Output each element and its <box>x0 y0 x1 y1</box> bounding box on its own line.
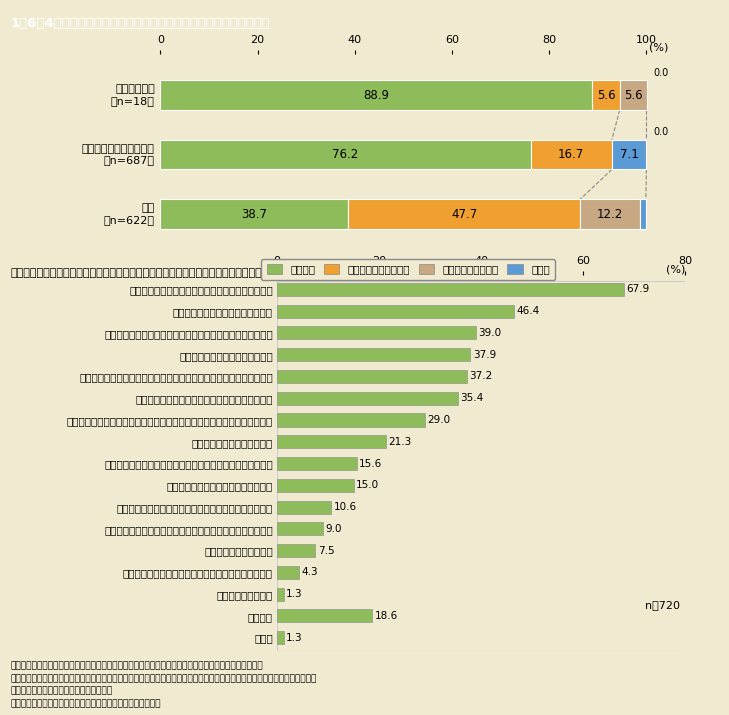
Bar <box>593 80 620 110</box>
Text: 9.0: 9.0 <box>325 524 342 534</box>
Text: （参考：東日本大震災以降に見直した地域防災計画における男女共同参画関連の記載（複数回答））: （参考：東日本大震災以降に見直した地域防災計画における男女共同参画関連の記載（複… <box>11 268 309 278</box>
Bar <box>612 139 647 169</box>
Legend: 見直した, 見直しを検討している, 見直しは未定である, 無回答: 見直した, 見直しを検討している, 見直しは未定である, 無回答 <box>262 259 555 280</box>
Bar <box>277 544 315 557</box>
Bar <box>620 80 647 110</box>
Text: 47.7: 47.7 <box>451 207 477 220</box>
Bar <box>277 435 386 448</box>
Bar <box>277 392 458 405</box>
Bar <box>277 522 323 536</box>
Text: 37.9: 37.9 <box>473 350 496 360</box>
Bar <box>277 631 284 644</box>
Bar <box>277 283 623 296</box>
Text: 46.4: 46.4 <box>516 306 539 316</box>
Text: 0.0: 0.0 <box>654 68 669 78</box>
Bar <box>277 457 356 470</box>
Text: (%): (%) <box>649 42 668 52</box>
Text: 88.9: 88.9 <box>364 89 389 102</box>
Bar <box>160 80 593 110</box>
Text: 21.3: 21.3 <box>389 437 411 447</box>
Bar <box>531 139 612 169</box>
Text: 10.6: 10.6 <box>334 502 356 512</box>
Text: 15.6: 15.6 <box>359 458 383 468</box>
Bar <box>277 588 284 601</box>
Text: 39.0: 39.0 <box>478 328 502 338</box>
Bar <box>580 199 639 229</box>
Text: 67.9: 67.9 <box>626 285 650 295</box>
Text: 1.3: 1.3 <box>286 589 303 599</box>
Bar <box>160 139 531 169</box>
Bar <box>277 370 467 383</box>
Bar <box>277 305 514 317</box>
Text: 38.7: 38.7 <box>241 207 268 220</box>
Text: 1－6－4図　東日本大震災以降の地域防災計画の見直し（市区町村）: 1－6－4図 東日本大震災以降の地域防災計画の見直し（市区町村） <box>11 16 270 30</box>
Text: 16.7: 16.7 <box>558 148 585 161</box>
Bar <box>277 566 299 579</box>
Bar <box>277 500 331 513</box>
Text: （備考）１．内閣府「市区町村における男女共同参画に係る施策の推進状況」（平成２５年）より作成。
　　　　２．全国の市区町村１，７４２団体を対象に調査を実施し，１: （備考）１．内閣府「市区町村における男女共同参画に係る施策の推進状況」（平成２５… <box>11 661 317 708</box>
Text: 12.2: 12.2 <box>597 207 623 220</box>
Bar <box>277 348 470 361</box>
Text: 7.1: 7.1 <box>620 148 639 161</box>
Text: 5.6: 5.6 <box>624 89 642 102</box>
Bar <box>277 413 425 427</box>
Text: 7.5: 7.5 <box>318 546 335 556</box>
Bar <box>639 199 646 229</box>
Text: n－720: n－720 <box>645 600 680 610</box>
Text: 29.0: 29.0 <box>427 415 451 425</box>
Bar <box>160 199 348 229</box>
Text: 1.3: 1.3 <box>286 633 303 643</box>
Text: 15.0: 15.0 <box>356 480 379 490</box>
Text: 35.4: 35.4 <box>460 393 483 403</box>
Text: 18.6: 18.6 <box>375 611 398 621</box>
Text: 0.0: 0.0 <box>654 127 669 137</box>
Text: 5.6: 5.6 <box>597 89 615 102</box>
Text: 4.3: 4.3 <box>302 567 318 577</box>
Bar <box>277 609 372 622</box>
Bar <box>277 327 476 340</box>
Text: 76.2: 76.2 <box>332 148 359 161</box>
Text: (%): (%) <box>666 264 685 274</box>
Bar <box>277 479 354 492</box>
Text: 37.2: 37.2 <box>469 372 493 382</box>
Bar <box>348 199 580 229</box>
